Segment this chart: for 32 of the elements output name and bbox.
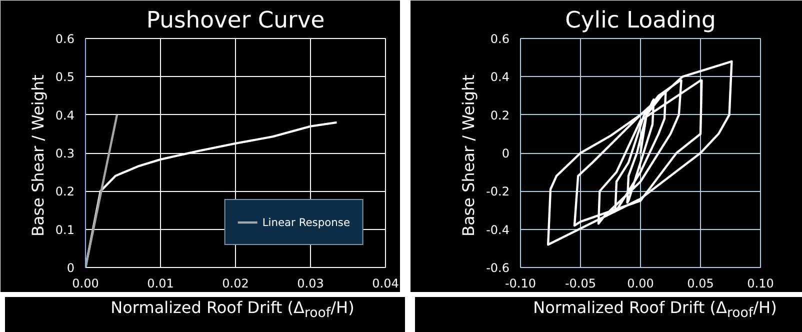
y-tick-label: -0.2 [486,184,510,199]
x-tick-label: 0.05 [687,276,714,290]
x-tick-label: 0.00 [627,276,654,290]
x-tick-label: 0.02 [222,276,249,290]
y-tick-label: 0 [502,146,510,160]
y-tick-label: 0.5 [55,70,75,84]
x-tick-label: -0.10 [504,276,536,290]
y-tick-label: 0.2 [55,184,75,199]
legend-label: Linear Response [262,216,350,228]
y-tick-label: 0.1 [55,222,75,237]
x-tick-label: -0.05 [564,276,596,290]
y-tick-label: 0.2 [490,108,510,122]
y-axis-title: Base Shear / Weight [28,74,48,236]
y-tick-label: -0.6 [486,261,510,275]
x-tick-label: 0.00 [72,276,99,290]
y-tick-label: 0.3 [55,146,75,160]
x-tick-label: 0.04 [372,276,399,290]
x-axis-title: Normalized Roof Drift (Δ$_{roof}$/H) [110,297,354,324]
y-tick-label: 0.6 [55,32,75,46]
x-axis-title: Normalized Roof Drift (Δ$_{roof}$/H) [533,297,777,324]
x-tick-label: 0.10 [747,276,774,290]
line-series [547,60,733,246]
chart-title: Cylic Loading [565,8,716,34]
y-tick-label: 0.4 [490,70,510,84]
y-tick-label: 0.6 [490,32,510,46]
chart-title: Pushover Curve [146,8,325,34]
y-tick-label: 0.4 [55,108,75,122]
y-axis-title: Base Shear / Weight [459,74,478,236]
x-tick-label: 0.03 [297,276,324,290]
y-tick-label: 0 [66,261,75,275]
x-tick-label: 0.01 [147,276,174,290]
y-tick-label: -0.4 [486,222,510,237]
